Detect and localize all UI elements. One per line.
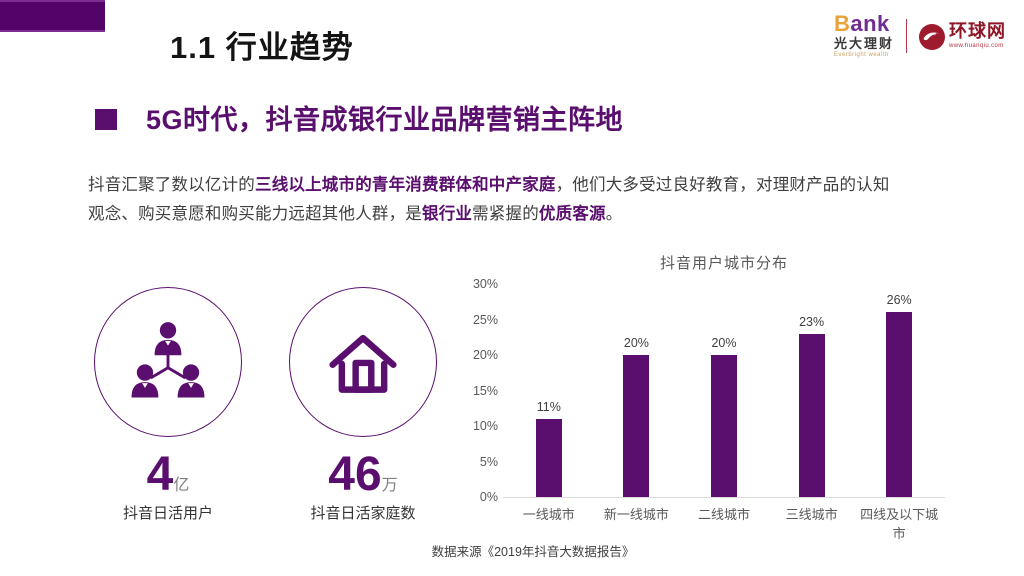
y-tick-label: 30% — [472, 277, 498, 291]
plain-text: ，他们大多受过良好教育，对理财产品的认知 — [555, 176, 890, 194]
stat-daily-families-value: 46万 — [283, 447, 443, 502]
people-network-icon — [131, 322, 205, 398]
chart-title: 抖音用户城市分布 — [659, 255, 788, 272]
stat-daily-users-label: 抖音日活用户 — [122, 505, 213, 522]
stat-number: 46 — [328, 448, 382, 501]
y-tick-label: 25% — [472, 312, 498, 327]
x-category-label: 二线城市 — [697, 507, 750, 522]
logo-area: Bank 光大理财 Everbright wealth 环球网 www.huan… — [833, 13, 1006, 59]
plain-text: 。 — [605, 205, 623, 223]
chart-bar — [535, 418, 562, 497]
bar-slot: 20% — [680, 336, 768, 497]
bar-value-label: 23% — [799, 314, 825, 329]
chart-bar — [798, 333, 825, 497]
y-tick-label: 20% — [472, 348, 498, 362]
stat-daily-users-value: 4亿 — [88, 447, 248, 502]
title-accent-bar — [0, 0, 105, 32]
huanqiu-logo: 环球网 www.huanqiu.com — [919, 22, 1006, 50]
stat-circle-daily-families — [289, 287, 437, 437]
chart-bar — [886, 312, 913, 497]
bank-wordmark: Bank — [834, 13, 894, 35]
bank-name-en: Everbright wealth — [833, 52, 889, 58]
bar-value-label: 26% — [886, 293, 912, 308]
house-icon — [329, 334, 397, 393]
bar-value-label: 20% — [623, 336, 649, 350]
huanqiu-name: 环球网 — [949, 20, 1006, 41]
section-heading: 5G时代，抖音成银行业品牌营销主阵地 — [146, 105, 624, 135]
highlight-text: 优质客源 — [538, 205, 606, 223]
heading-bullet-square — [95, 109, 117, 130]
stat-number: 4 — [146, 448, 174, 501]
y-tick-label: 5% — [479, 454, 498, 469]
bar-slot: 23% — [768, 315, 856, 497]
chart-bar — [623, 355, 650, 497]
x-category-label: 三线城市 — [785, 507, 838, 522]
plain-text: 需紧握的 — [472, 205, 539, 223]
x-axis-labels: 一线城市 新一线城市 二线城市 三线城市 四线及以下城市 — [505, 504, 943, 542]
everbright-bank-logo: Bank 光大理财 Everbright wealth — [833, 13, 894, 59]
paragraph-line: 观念、购买意愿和购买能力远超其他人群，是银行业需紧握的优质客源。 — [88, 200, 948, 229]
y-tick-label: 0% — [479, 490, 498, 504]
x-category-label: 一线城市 — [522, 507, 575, 522]
chart-plot-area: 11% 20% 20% 23% 26% — [505, 284, 943, 497]
bar-slot: 26% — [855, 293, 943, 497]
highlight-text: 三线以上城市的青年消费群体和中产家庭 — [255, 176, 556, 194]
paragraph-line: 抖音汇聚了数以亿计的三线以上城市的青年消费群体和中产家庭，他们大多受过良好教育，… — [88, 171, 948, 200]
page-title: 1.1 行业趋势 — [170, 30, 354, 65]
x-axis-line — [503, 497, 945, 498]
logo-divider — [906, 18, 907, 53]
chart-bar — [710, 355, 737, 497]
bank-wordmark-initial: B — [833, 11, 851, 36]
bar-value-label: 20% — [711, 336, 737, 350]
body-paragraph: 抖音汇聚了数以亿计的三线以上城市的青年消费群体和中产家庭，他们大多受过良好教育，… — [88, 171, 948, 229]
bar-value-label: 11% — [536, 399, 561, 414]
huanqiu-texts: 环球网 www.huanqiu.com — [949, 22, 1006, 49]
bank-wordmark-rest: ank — [850, 11, 890, 36]
stat-daily-families-label: 抖音日活家庭数 — [310, 505, 416, 522]
bar-slot: 20% — [593, 336, 681, 497]
stat-circle-daily-users — [94, 287, 242, 437]
stat-unit: 亿 — [173, 477, 190, 494]
y-tick-label: 10% — [472, 419, 498, 433]
x-category-label: 新一线城市 — [603, 507, 669, 522]
data-source-note: 数据来源《2019年抖音大数据报告》 — [431, 545, 635, 559]
y-tick-label: 15% — [472, 383, 498, 398]
stat-unit: 万 — [381, 477, 398, 494]
highlight-text: 银行业 — [422, 205, 473, 223]
bank-name-cn: 光大理财 — [833, 36, 894, 51]
huanqiu-globe-icon — [919, 23, 945, 50]
plain-text: 抖音汇聚了数以亿计的 — [88, 176, 255, 194]
bar-slot: 11% — [505, 400, 593, 497]
plain-text: 观念、购买意愿和购买能力远超其他人群，是 — [88, 205, 422, 223]
huanqiu-url: www.huanqiu.com — [949, 42, 1004, 49]
x-category-label: 四线及以下城市 — [860, 507, 939, 541]
city-distribution-chart: 抖音用户城市分布 11% 20% 20% 23% 26% 一线城市 新一线城市 二线城市 三线… — [470, 244, 1018, 541]
